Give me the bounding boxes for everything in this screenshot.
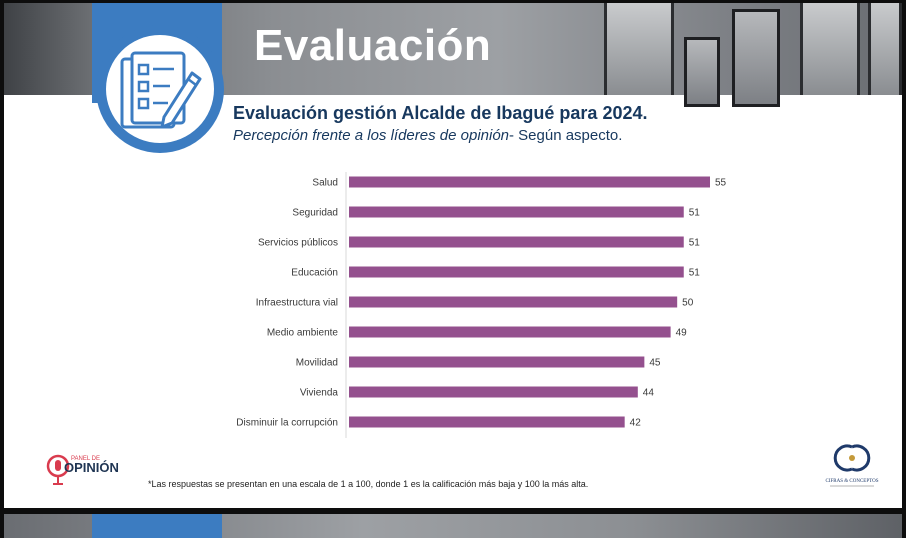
header-door-panel xyxy=(800,3,860,95)
bar xyxy=(349,206,684,218)
value-label: 45 xyxy=(649,358,661,369)
cifras-conceptos-logo: CIFRAS & CONCEPTOS xyxy=(826,444,879,487)
header-picture-frame xyxy=(684,37,720,107)
bar xyxy=(349,236,684,248)
value-label: 51 xyxy=(689,268,701,279)
logo-cifras-text: CIFRAS & CONCEPTOS xyxy=(826,479,879,484)
logo-panel-text: PANEL DE xyxy=(71,456,100,462)
value-label: 51 xyxy=(689,208,701,219)
value-label: 51 xyxy=(689,238,701,249)
header-door-panel xyxy=(604,3,674,95)
value-label: 55 xyxy=(715,178,727,189)
value-label: 49 xyxy=(676,328,688,339)
chart-heading: Evaluación gestión Alcalde de Ibagué par… xyxy=(233,103,648,123)
category-label: Servicios públicos xyxy=(258,238,338,249)
next-slide-strip xyxy=(4,514,902,538)
bar xyxy=(349,266,684,278)
category-label: Educación xyxy=(291,268,338,279)
microphone-head xyxy=(55,460,61,471)
category-label: Disminuir la corrupción xyxy=(236,418,338,429)
footnote: *Las respuestas se presentan en una esca… xyxy=(148,479,589,489)
logo-opinion-text: OPINIÓN xyxy=(64,460,119,475)
slide-title: Evaluación xyxy=(254,21,492,70)
header-door-panel xyxy=(868,3,902,95)
bar xyxy=(349,356,645,368)
subheading-italic: Percepción frente a los líderes de opini… xyxy=(233,127,510,144)
category-label: Movilidad xyxy=(296,358,338,369)
subheading-plain: - Según aspecto. xyxy=(509,127,623,144)
evaluation-checklist-icon xyxy=(120,51,202,129)
next-slide-accent xyxy=(92,514,222,538)
value-label: 42 xyxy=(630,418,642,429)
header-wall xyxy=(4,3,92,95)
logo-c-mark-mirrored xyxy=(851,444,871,472)
bar xyxy=(349,176,710,188)
value-label: 50 xyxy=(682,298,694,309)
logo-center-dot xyxy=(849,455,855,461)
bar-chart: Salud 55 Seguridad 51 Servicios públicos 51 Ed… xyxy=(236,172,727,438)
category-label: Salud xyxy=(312,178,338,189)
chart-subheading: Percepción frente a los líderes de opini… xyxy=(233,127,622,144)
logo-c-mark xyxy=(833,444,853,472)
category-label: Medio ambiente xyxy=(267,328,339,339)
category-label: Infraestructura vial xyxy=(256,298,338,309)
bar xyxy=(349,296,678,308)
category-label: Vivienda xyxy=(300,388,339,399)
header-picture-frame xyxy=(732,9,780,107)
badge-inner xyxy=(106,35,214,143)
bar xyxy=(349,386,638,398)
bar xyxy=(349,326,671,338)
slide: Evaluación Evaluación gestión Alcalde de… xyxy=(4,3,902,508)
panel-de-opinion-logo: PANEL DE OPINIÓN xyxy=(46,454,119,485)
bar xyxy=(349,416,625,428)
category-label: Seguridad xyxy=(292,208,338,219)
value-label: 44 xyxy=(643,388,655,399)
